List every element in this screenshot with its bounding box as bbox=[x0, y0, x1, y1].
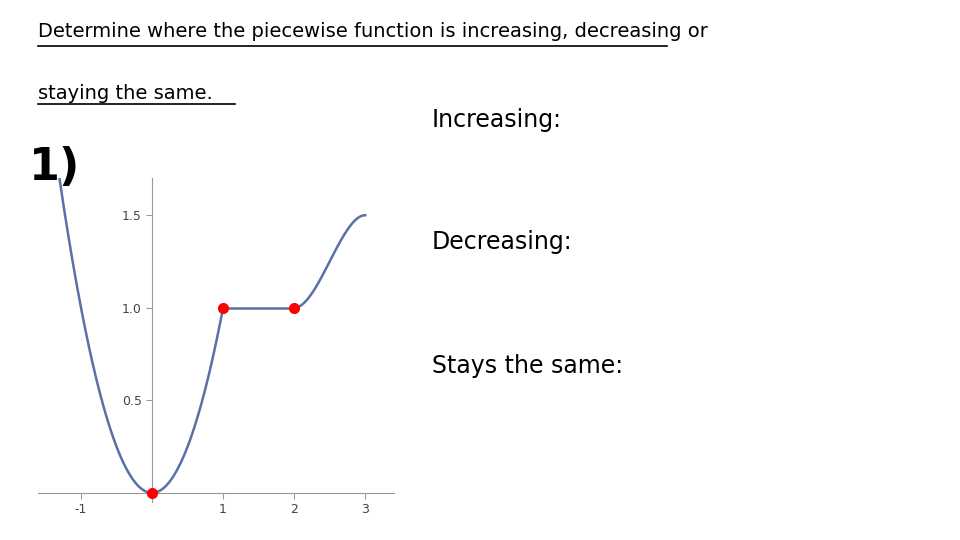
Text: Increasing:: Increasing: bbox=[432, 108, 562, 132]
Text: 1): 1) bbox=[29, 146, 81, 189]
Text: Determine where the piecewise function is increasing, decreasing or: Determine where the piecewise function i… bbox=[38, 22, 708, 40]
Text: staying the same.: staying the same. bbox=[38, 84, 213, 103]
Text: Decreasing:: Decreasing: bbox=[432, 230, 572, 253]
Text: Stays the same:: Stays the same: bbox=[432, 354, 623, 377]
